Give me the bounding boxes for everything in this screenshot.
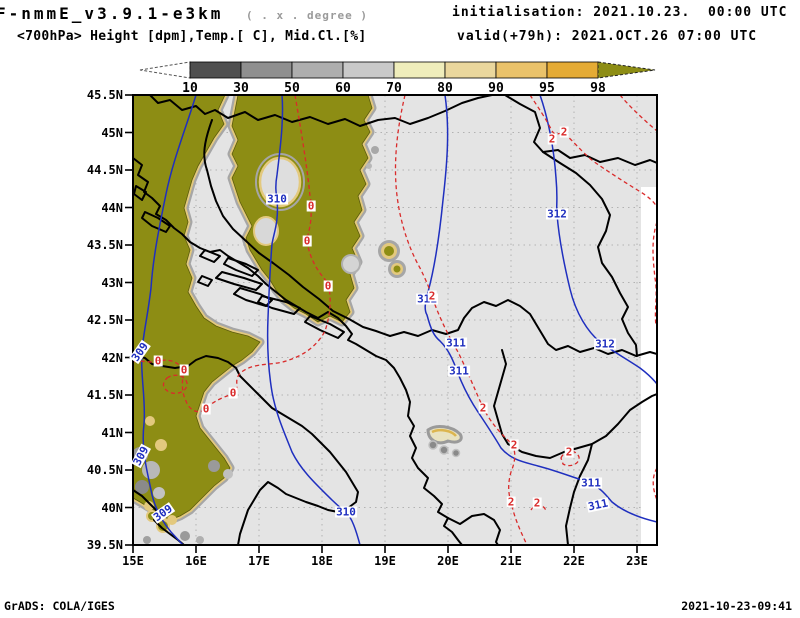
model-title: F-nmmE_v3.9.1-e3km — [0, 4, 224, 23]
colorbar-segment — [495, 61, 548, 79]
colorbar-tick-label: 70 — [386, 81, 402, 96]
temperature-contour-label: 0 — [306, 199, 316, 213]
colorbar-segment — [342, 61, 395, 79]
temperature-contour-label: 2 — [532, 496, 542, 510]
lat-axis-label: 41.5N — [86, 388, 123, 402]
lat-axis-label: 42N — [101, 350, 123, 365]
temperature-contour-label: 0 — [201, 402, 211, 416]
temperature-contour-label: 2 — [427, 289, 437, 303]
colorbar-tick-label: 98 — [590, 81, 606, 96]
lat-axis-label: 41N — [101, 425, 123, 440]
temperature-contour-label: 0 — [323, 279, 333, 293]
colorbar-segment — [444, 61, 497, 79]
colorbar-segment — [393, 61, 446, 79]
cloud-patch-small — [426, 425, 463, 458]
creation-timestamp: 2021-10-23-09:41 — [681, 599, 792, 613]
temperature-contour-label: 2 — [564, 445, 574, 459]
height-contour-label: 312 — [594, 337, 616, 351]
lat-axis-label: 45N — [101, 125, 123, 140]
lon-axis-label: 17E — [248, 554, 270, 568]
height-contour-label: 310 — [266, 192, 288, 206]
lat-axis-label: 42.5N — [86, 313, 123, 327]
coastlines-borders — [133, 95, 657, 545]
colorbar-tick-label: 30 — [233, 81, 249, 96]
height-contour-label: 312 — [546, 207, 568, 221]
lat-axis-label: 43N — [101, 275, 123, 290]
colorbar-arrow-above — [597, 61, 656, 79]
field-title: <700hPa> Height [dpm],Temp.[ C], Mid.Cl.… — [17, 29, 367, 44]
lon-axis-label: 15E — [122, 554, 144, 568]
initialisation-label: initialisation: 2021.10.23. 00:00 UTC — [452, 5, 788, 20]
lat-axis-label: 44N — [101, 200, 123, 215]
colorbar-tick-label: 50 — [284, 81, 300, 96]
temperature-contour-label: 0 — [228, 386, 238, 400]
colorbar-tick-label: 95 — [539, 81, 555, 96]
lon-axis-label: 21E — [500, 554, 522, 568]
lat-axis-label: 43.5N — [86, 238, 123, 252]
colorbar-tick-label: 60 — [335, 81, 351, 96]
cloud-cover-colorbar: 10 30 50 60 70 80 90 95 98 — [139, 61, 656, 96]
lat-axis-label: 45.5N — [86, 88, 123, 102]
temperature-contour-label: 2 — [559, 125, 569, 139]
colorbar-segment — [546, 61, 599, 79]
resolution-note: ( . x . degree ) — [246, 9, 368, 22]
temperature-contour-label: 0 — [302, 234, 312, 248]
lat-axis-label: 40.5N — [86, 463, 123, 477]
colorbar-segment — [291, 61, 344, 79]
colorbar-tick-label: 90 — [488, 81, 504, 96]
colorbar-arrow-below — [139, 61, 191, 79]
temperature-contour-label: 2 — [547, 132, 557, 146]
temperature-contour-label: 2 — [478, 401, 488, 415]
height-contour-label: 310 — [335, 505, 357, 519]
no-data-strip — [641, 187, 657, 545]
height-contour-label: 311 — [580, 476, 602, 490]
lon-axis-label: 23E — [626, 554, 648, 568]
lat-axis-label: 44.5N — [86, 163, 123, 177]
height-contour-label: 311 — [448, 364, 470, 378]
temperature-contour-label: 0 — [179, 363, 189, 377]
lat-axis-label: 39.5N — [86, 538, 123, 552]
grads-stamp: GrADS: COLA/IGES — [4, 599, 115, 613]
colorbar-tick-label: 80 — [437, 81, 453, 96]
colorbar-tick-label: 10 — [182, 81, 198, 96]
temperature-contour-label: 0 — [153, 354, 163, 368]
valid-time-label: valid(+79h): 2021.OCT.26 07:00 UTC — [457, 29, 758, 44]
lon-axis-label: 20E — [437, 554, 459, 568]
temperature-contour-label: 2 — [506, 495, 516, 509]
lon-axis-label: 22E — [563, 554, 585, 568]
height-contour-label: 311 — [445, 336, 467, 350]
lon-axis-label: 19E — [374, 554, 396, 568]
cloud-region-balkans — [227, 95, 377, 327]
colorbar-segment — [189, 61, 242, 79]
height-contour-label: 311 — [416, 293, 438, 305]
lon-axis-label: 16E — [185, 554, 207, 568]
temperature-contour-label: 2 — [509, 438, 519, 452]
lat-axis-label: 40N — [101, 500, 123, 515]
lon-axis-label: 18E — [311, 554, 333, 568]
colorbar-segment — [240, 61, 293, 79]
